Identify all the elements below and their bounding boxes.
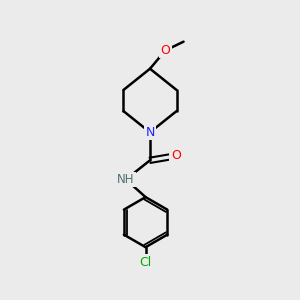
Text: N: N xyxy=(145,126,155,139)
Text: O: O xyxy=(171,149,181,162)
Text: NH: NH xyxy=(117,173,135,186)
Text: O: O xyxy=(160,44,170,57)
Text: Cl: Cl xyxy=(140,256,152,269)
